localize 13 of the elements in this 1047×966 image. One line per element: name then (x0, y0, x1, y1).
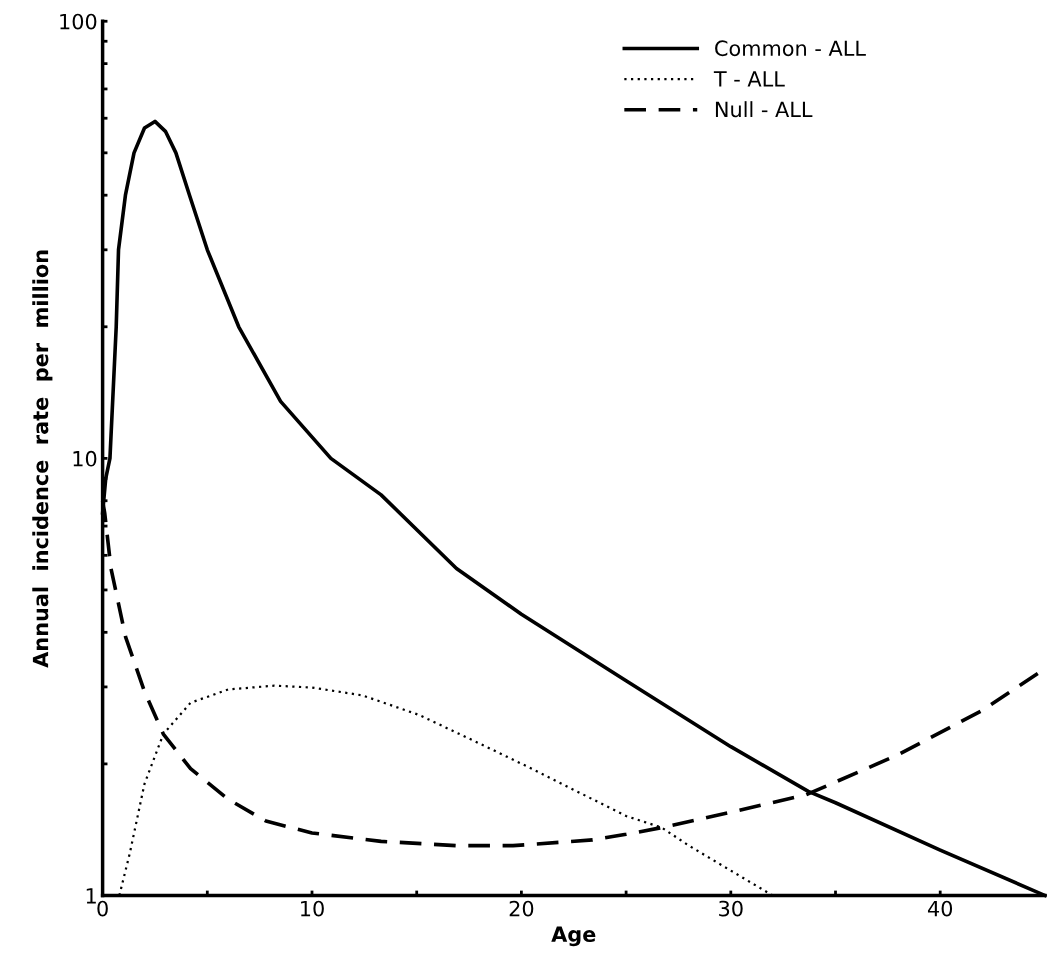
x-tick-label: 0 (97, 900, 108, 917)
x-tick-label: 40 (927, 900, 953, 917)
y-tick-label: 100 (60, 13, 97, 30)
x-axis-title: Age (551, 926, 596, 947)
x-tick-label: 30 (719, 900, 743, 917)
y-tick-label: 1 (86, 888, 96, 904)
legend-label: Common - ALL (715, 40, 866, 57)
x-tick-label: 10 (301, 900, 324, 917)
legend-label: T - ALL (713, 71, 785, 87)
y-tick-label: 10 (73, 450, 97, 467)
legend-label: Null - ALL (715, 101, 813, 118)
x-tick-label: 20 (509, 900, 534, 917)
y-axis-title: Annual incidence rate per million (32, 250, 53, 668)
